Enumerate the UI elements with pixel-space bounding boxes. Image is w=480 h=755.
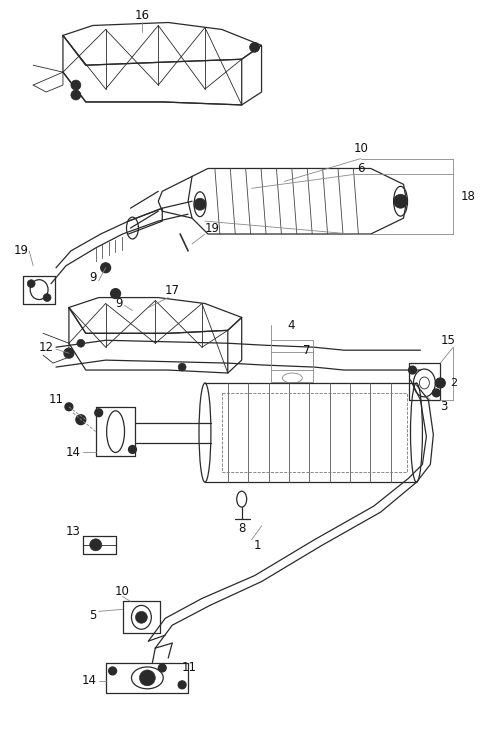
Text: 11: 11 (48, 393, 63, 406)
Circle shape (435, 378, 445, 388)
Circle shape (394, 194, 408, 208)
Text: 9: 9 (89, 271, 96, 284)
Circle shape (129, 445, 136, 454)
Text: 1: 1 (254, 539, 261, 553)
Text: 14: 14 (65, 446, 80, 459)
Text: 9: 9 (115, 297, 122, 310)
Text: 19: 19 (13, 245, 28, 257)
Text: 18: 18 (461, 190, 476, 203)
Text: 7: 7 (303, 344, 311, 356)
Text: 11: 11 (182, 661, 197, 674)
Circle shape (178, 363, 186, 371)
Text: 19: 19 (204, 221, 219, 235)
Circle shape (95, 408, 103, 417)
Circle shape (110, 288, 120, 298)
Circle shape (43, 294, 51, 301)
Circle shape (194, 199, 206, 210)
Circle shape (158, 664, 166, 672)
Circle shape (27, 279, 35, 288)
Text: 10: 10 (353, 142, 368, 155)
Circle shape (250, 42, 260, 52)
Circle shape (71, 80, 81, 90)
Text: 4: 4 (288, 319, 295, 332)
Circle shape (139, 670, 156, 686)
Circle shape (64, 348, 74, 358)
Text: 5: 5 (89, 609, 96, 622)
Text: 8: 8 (238, 522, 245, 535)
Circle shape (90, 539, 102, 551)
Text: 10: 10 (115, 585, 130, 598)
Circle shape (408, 366, 417, 374)
Text: 16: 16 (135, 9, 150, 22)
Text: 3: 3 (440, 400, 448, 413)
Circle shape (101, 263, 110, 273)
Text: 6: 6 (357, 162, 365, 175)
Circle shape (135, 612, 147, 624)
Text: 17: 17 (165, 284, 180, 297)
Circle shape (432, 389, 440, 397)
Circle shape (71, 90, 81, 100)
Text: 2: 2 (450, 378, 457, 388)
Text: 12: 12 (38, 341, 54, 353)
Text: 13: 13 (65, 525, 80, 538)
Text: 15: 15 (440, 334, 455, 347)
Circle shape (77, 339, 85, 347)
Circle shape (65, 403, 73, 411)
Text: 14: 14 (81, 674, 96, 687)
Circle shape (76, 414, 86, 424)
Circle shape (178, 681, 186, 689)
Circle shape (108, 667, 117, 675)
